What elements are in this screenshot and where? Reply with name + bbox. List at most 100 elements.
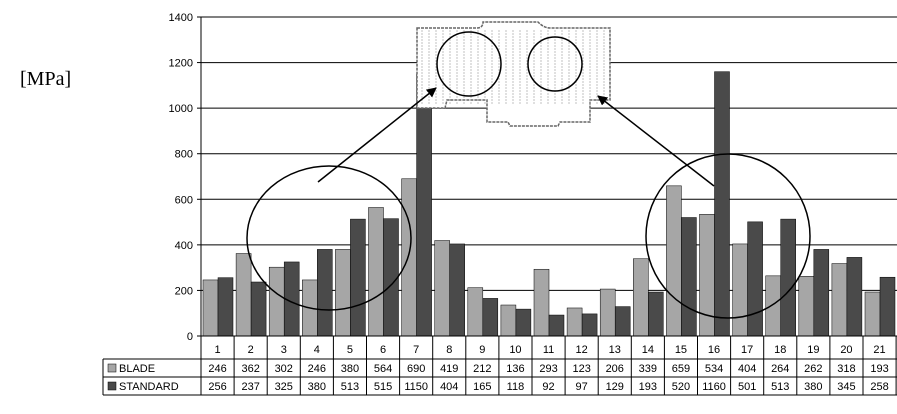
bar-blade-21 bbox=[864, 291, 881, 337]
y-tick-label: 1200 bbox=[169, 58, 193, 70]
data-label: 212 bbox=[473, 363, 491, 375]
data-label: 362 bbox=[241, 363, 259, 375]
data-label: 419 bbox=[440, 363, 458, 375]
data-label: 193 bbox=[639, 381, 657, 393]
data-label: 302 bbox=[275, 363, 293, 375]
y-tick-label: 0 bbox=[187, 331, 193, 343]
data-label: 380 bbox=[804, 381, 822, 393]
bar-standard-15 bbox=[681, 217, 697, 337]
highlight-circle-left bbox=[246, 165, 412, 311]
bar-standard-21 bbox=[879, 276, 896, 337]
bar-blade-15 bbox=[666, 185, 682, 337]
x-tick-label: 4 bbox=[314, 344, 320, 356]
data-label: 206 bbox=[606, 363, 624, 375]
bar-standard-5 bbox=[350, 218, 366, 337]
legend-label-blade: BLADE bbox=[119, 363, 155, 375]
bar-standard-20 bbox=[846, 257, 863, 337]
bar-blade-8 bbox=[434, 240, 450, 337]
bar-standard-18 bbox=[780, 218, 796, 337]
y-axis-label: [MPa] bbox=[20, 68, 72, 90]
bar-blade-11 bbox=[533, 268, 550, 337]
bar-standard-4 bbox=[317, 249, 333, 337]
sketch-circle-left bbox=[436, 31, 502, 97]
data-label: 380 bbox=[308, 381, 326, 393]
data-label: 246 bbox=[208, 363, 226, 375]
sketch-circle-right bbox=[527, 36, 583, 92]
bar-blade-12 bbox=[566, 307, 583, 337]
bar-standard-10 bbox=[515, 308, 532, 337]
y-tick-label: 400 bbox=[175, 240, 193, 252]
x-tick-label: 14 bbox=[642, 344, 654, 356]
legend-label-standard: STANDARD bbox=[119, 381, 179, 393]
data-label: 258 bbox=[870, 381, 888, 393]
data-label: 262 bbox=[804, 363, 822, 375]
x-tick-label: 18 bbox=[774, 344, 786, 356]
data-label: 1160 bbox=[702, 381, 726, 393]
y-tick-label: 800 bbox=[175, 149, 193, 161]
data-label: 345 bbox=[837, 381, 855, 393]
x-tick-label: 20 bbox=[840, 344, 852, 356]
y-tick-label: 1000 bbox=[169, 103, 193, 115]
data-label: 193 bbox=[870, 363, 888, 375]
data-label: 564 bbox=[374, 363, 392, 375]
bar-blade-20 bbox=[831, 263, 848, 337]
x-tick-label: 12 bbox=[576, 344, 588, 356]
x-tick-label: 5 bbox=[347, 344, 353, 356]
bar-blade-17 bbox=[732, 243, 748, 337]
data-label: 339 bbox=[639, 363, 657, 375]
bar-standard-11 bbox=[548, 314, 565, 337]
bar-blade-7 bbox=[401, 178, 417, 337]
data-label: 118 bbox=[507, 381, 525, 393]
x-tick-label: 3 bbox=[281, 344, 287, 356]
bar-blade-3 bbox=[268, 266, 285, 337]
data-label: 513 bbox=[771, 381, 789, 393]
x-tick-label: 19 bbox=[807, 344, 819, 356]
y-tick-label: 600 bbox=[175, 194, 193, 206]
bar-standard-14 bbox=[648, 291, 664, 337]
x-tick-label: 15 bbox=[675, 344, 687, 356]
data-label: 256 bbox=[208, 381, 226, 393]
data-label: 237 bbox=[241, 381, 259, 393]
data-label: 97 bbox=[576, 381, 588, 393]
legend-swatch-blade bbox=[107, 363, 117, 373]
x-tick-label: 1 bbox=[214, 344, 220, 356]
bar-standard-17 bbox=[747, 221, 763, 337]
data-label: 380 bbox=[341, 363, 359, 375]
data-label: 513 bbox=[341, 381, 359, 393]
highlight-circle-right bbox=[645, 153, 811, 319]
x-tick-label: 21 bbox=[873, 344, 885, 356]
bar-blade-14 bbox=[633, 258, 649, 337]
component-sketch bbox=[416, 21, 611, 127]
bar-standard-2 bbox=[250, 281, 267, 337]
data-label: 123 bbox=[572, 363, 590, 375]
data-label: 293 bbox=[539, 363, 557, 375]
bar-standard-8 bbox=[449, 243, 465, 337]
data-label: 501 bbox=[738, 381, 756, 393]
bar-standard-12 bbox=[581, 313, 598, 337]
data-label: 129 bbox=[606, 381, 624, 393]
x-tick-label: 2 bbox=[248, 344, 254, 356]
bar-blade-1 bbox=[202, 279, 219, 337]
x-tick-label: 16 bbox=[708, 344, 720, 356]
bar-standard-9 bbox=[482, 298, 499, 337]
bar-blade-18 bbox=[765, 275, 781, 337]
x-tick-label: 13 bbox=[609, 344, 621, 356]
bar-standard-13 bbox=[614, 306, 631, 337]
x-tick-label: 10 bbox=[509, 344, 521, 356]
x-tick-label: 8 bbox=[446, 344, 452, 356]
arrow-right bbox=[597, 95, 715, 187]
data-label: 404 bbox=[738, 363, 756, 375]
y-tick-label: 200 bbox=[175, 285, 193, 297]
bar-blade-16 bbox=[699, 214, 715, 337]
x-tick-label: 9 bbox=[479, 344, 485, 356]
x-tick-label: 7 bbox=[413, 344, 419, 356]
bar-standard-7 bbox=[416, 73, 432, 337]
bar-standard-16 bbox=[714, 71, 730, 337]
bar-blade-5 bbox=[335, 249, 351, 337]
bar-blade-13 bbox=[599, 288, 616, 337]
legend-swatch-standard bbox=[107, 381, 117, 391]
x-tick-label: 6 bbox=[380, 344, 386, 356]
x-tick-label: 11 bbox=[543, 344, 554, 356]
bar-standard-1 bbox=[217, 277, 234, 337]
